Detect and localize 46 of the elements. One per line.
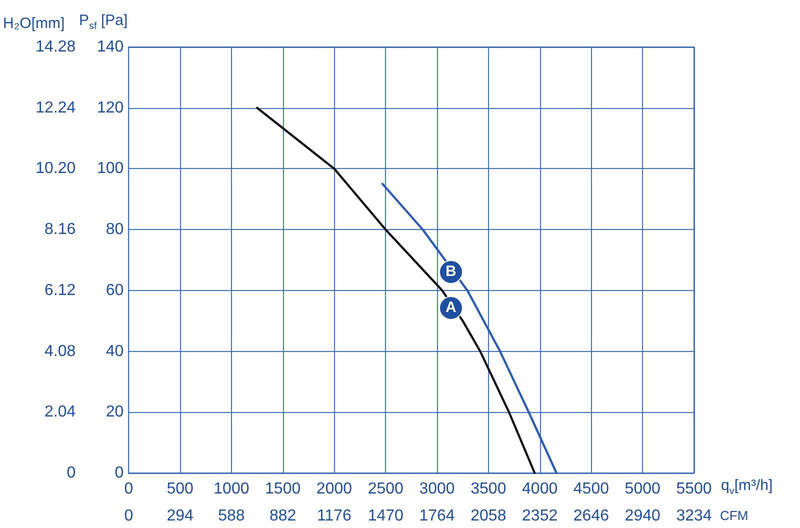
y2-tick-label: 8.16 <box>44 221 76 238</box>
y2-tick-label: 14.28 <box>36 38 76 56</box>
x-tick-label: 5000 <box>624 480 661 498</box>
x2-tick-label: 294 <box>166 508 194 524</box>
x-tick-label: 3500 <box>470 480 506 498</box>
y-tick-label: 100 <box>96 160 124 178</box>
y-tick-label: 140 <box>96 38 124 56</box>
letter-badge: B <box>438 260 463 284</box>
x2-tick-label: 3234 <box>676 508 712 524</box>
y-tick-label: 60 <box>106 282 124 299</box>
x-tick-label: 500 <box>166 480 194 498</box>
y2-tick-label: 4.08 <box>44 342 76 360</box>
x-tick-label: 3000 <box>419 480 455 498</box>
y-axis-title: P$_{sf}$ [Pa] <box>79 12 128 32</box>
y-tick-label: 40 <box>106 342 124 360</box>
x-tick-label: 1000 <box>214 480 250 498</box>
x2-tick-label: 588 <box>218 508 245 524</box>
x-tick-label: 5500 <box>676 480 712 498</box>
x-tick-label: 1500 <box>265 480 301 498</box>
x2-tick-label: 882 <box>269 508 296 524</box>
x2-tick-label: 2646 <box>573 508 610 524</box>
y2-tick-label: 6.12 <box>44 282 76 299</box>
y2-tick-label: 10.20 <box>36 160 76 178</box>
x2-axis-title: CFM <box>720 508 748 523</box>
line-series <box>381 182 558 474</box>
y-tick-label: 0 <box>114 464 124 482</box>
x2-tick-label: 2940 <box>624 508 661 524</box>
y2-tick-label: 0 <box>66 464 76 482</box>
x2-tick-label: 1764 <box>419 508 455 524</box>
y2-axis-title: H₂O[mm] <box>2 15 65 32</box>
x2-tick-label: 2352 <box>522 508 558 524</box>
y2-tick-label: 12.24 <box>36 99 76 116</box>
y2-tick-label: 2.04 <box>44 404 76 421</box>
x2-tick-label: 2058 <box>470 508 506 524</box>
y-tick-label: 120 <box>96 99 124 116</box>
line-series <box>256 106 536 474</box>
x-tick-label: 2000 <box>316 480 352 498</box>
x-axis-title: q$_{v}$[m³/h] <box>721 477 773 497</box>
y-tick-label: 20 <box>106 404 124 421</box>
x2-tick-label: 1176 <box>317 508 352 524</box>
x-tick-label: 4500 <box>573 480 610 498</box>
letter-badge: A <box>438 296 463 320</box>
x2-tick-label: 1470 <box>368 508 404 524</box>
y-tick-label: 80 <box>106 221 124 238</box>
x-tick-label: 2500 <box>368 480 404 498</box>
x-tick-label: 4000 <box>522 480 558 498</box>
